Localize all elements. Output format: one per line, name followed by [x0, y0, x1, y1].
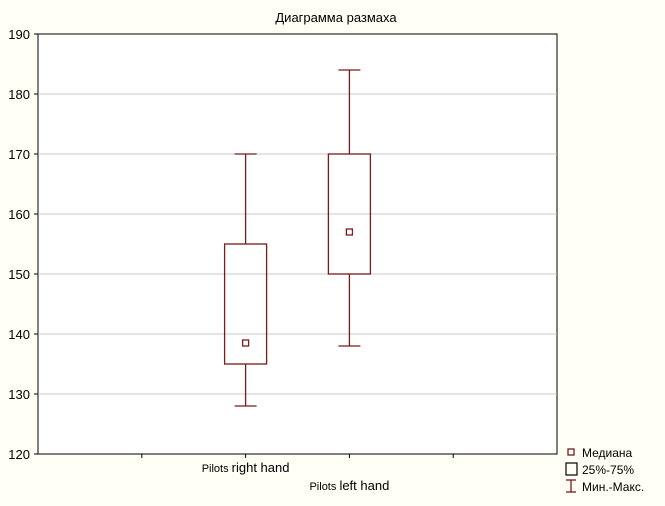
chart-title: Диаграмма размаха — [275, 10, 397, 25]
y-tick-label: 180 — [8, 87, 30, 102]
plot-area — [37, 33, 558, 455]
boxes — [223, 69, 372, 407]
y-axis: 120 130 140 150 160 170 180 190 — [8, 27, 38, 462]
median-marker — [345, 228, 354, 236]
iqr-box — [223, 243, 268, 365]
legend-label: 25%-75% — [582, 463, 634, 477]
legend-entry: Медиана — [567, 446, 633, 460]
y-tick-label: 150 — [8, 267, 30, 282]
x-tick-label: Pilots right hand — [202, 460, 290, 475]
y-tick-label: 120 — [8, 447, 30, 462]
y-tick-label: 160 — [8, 207, 30, 222]
x-tick-label-suffix: right hand — [232, 460, 290, 475]
x-tick-label-prefix: Pilots — [309, 481, 339, 493]
x-tick-label: Pilots left hand — [309, 478, 389, 493]
x-tick-label-prefix: Pilots — [202, 463, 232, 475]
median-marker-icon — [567, 448, 575, 456]
iqr-box — [327, 153, 372, 275]
box-group — [327, 69, 372, 347]
legend-entry: Мин.-Макс. — [566, 479, 644, 494]
x-tick-label-suffix: left hand — [339, 478, 389, 493]
legend: Медиана 25%-75% Мин.-Макс. — [565, 446, 644, 494]
gridlines — [38, 93, 557, 395]
y-tick-label: 170 — [8, 147, 30, 162]
legend-label: Медиана — [582, 446, 633, 460]
legend-label: Мин.-Макс. — [582, 480, 644, 494]
legend-entry: 25%-75% — [565, 462, 634, 477]
y-tick-label: 130 — [8, 387, 30, 402]
y-tick-label: 190 — [8, 27, 30, 42]
box-icon — [565, 462, 578, 476]
box-group — [223, 153, 268, 407]
y-tick-label: 140 — [8, 327, 30, 342]
median-marker — [241, 339, 250, 347]
